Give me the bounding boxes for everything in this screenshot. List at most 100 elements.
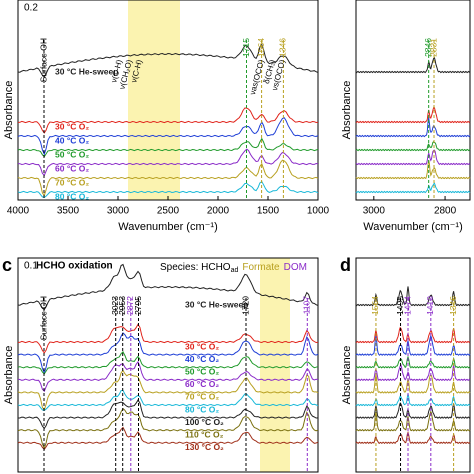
spectrum-curve <box>355 149 471 166</box>
annotation-label: 1564 <box>256 38 266 57</box>
spectrum-curve <box>17 332 319 375</box>
x-tick-label: 2000 <box>207 206 230 217</box>
series-label: 70 °C O₂ <box>55 177 89 187</box>
annotation-label: 3023 <box>110 296 120 315</box>
series-label: 40 °C O₂ <box>55 135 89 145</box>
spectrum-curve <box>355 393 471 407</box>
annotation-label: 2795 <box>133 296 143 315</box>
spectrum-curve <box>355 106 471 124</box>
spectrum-curve <box>17 180 319 198</box>
spectrum-curve <box>17 369 319 412</box>
series-label: 60 °C O₂ <box>185 379 219 389</box>
spectrum-curve <box>17 407 319 450</box>
annotation-label: 2872 <box>125 296 135 315</box>
x-tick-label: 3500 <box>57 206 80 217</box>
spectrum-curve <box>17 263 319 311</box>
plot-frame <box>355 0 471 201</box>
x-tick-label: 3000 <box>363 206 386 217</box>
highlight-band <box>128 0 180 200</box>
annotation-label: 2831 <box>428 38 438 57</box>
spectrum-curve <box>355 334 471 356</box>
panel-letter: c <box>2 255 12 275</box>
annotation-label: 1720 <box>240 296 250 315</box>
y-axis-label: Absorbance <box>3 346 15 405</box>
series-label: 130 °C O₂ <box>185 442 224 452</box>
series-label: 70 °C O₂ <box>185 392 219 402</box>
x-tick-label: 3000 <box>107 206 130 217</box>
spectrum-curve <box>17 43 319 78</box>
x-tick-label: 2800 <box>434 206 457 217</box>
species-prefix: Species: HCHO <box>160 262 231 273</box>
x-tick-label: 1000 <box>307 206 330 217</box>
scale-label: 0.2 <box>24 3 38 14</box>
series-label: 50 °C O₂ <box>185 366 219 376</box>
y-axis-label: Absorbance <box>341 346 353 405</box>
spectrum-curve <box>355 410 471 432</box>
spectrum-curve <box>356 402 471 419</box>
annotation-label: Surface OH <box>38 38 48 82</box>
spectrum-curve <box>355 430 471 445</box>
spectrum-curve <box>17 148 319 177</box>
annotation-label: 1474 <box>402 296 412 315</box>
series-label: 30 °C O₂ <box>185 341 219 351</box>
x-tick-label: 1500 <box>257 206 280 217</box>
annotation-label: 1564 <box>370 296 380 315</box>
spectrum-curve <box>355 117 471 138</box>
spectrum-curve <box>17 137 319 158</box>
plot-frame <box>17 257 319 473</box>
spectrum-curve <box>17 389 319 411</box>
species-legend: Species: HCHOad Formate DOM <box>160 262 307 274</box>
species-dom: DOM <box>284 262 307 273</box>
annotation-label: 1410 <box>425 296 435 315</box>
spectrum-curve <box>355 364 471 382</box>
spectrum-curve <box>17 117 319 156</box>
scale-label: 0.1 <box>24 261 38 272</box>
spectrum-curve <box>17 350 319 375</box>
spectrum-curve <box>355 286 471 307</box>
panel-letter: d <box>340 255 351 275</box>
annotation-label: 1107 <box>302 296 312 315</box>
spectrum-curve <box>355 374 471 394</box>
annotation-label: 1495 <box>395 296 405 315</box>
annotation-label: 2846 <box>423 38 433 57</box>
species-formate: Formate <box>242 262 280 273</box>
spectrum-curve <box>17 426 319 451</box>
species-subscript: ad <box>231 267 239 274</box>
annotation-label: Surface OH <box>38 296 48 340</box>
series-label: 30 °C O₂ <box>55 121 89 131</box>
x-tick-label: 4000 <box>7 206 30 217</box>
spectrum-curve <box>355 160 471 180</box>
spectrum-curve <box>355 355 471 369</box>
spectrum-curve <box>17 360 319 393</box>
series-label: 80 °C O₂ <box>55 191 89 201</box>
spectrum-curve <box>355 182 471 194</box>
y-axis-label: Absorbance <box>3 81 15 140</box>
series-label: 30 °C He-sweep <box>55 66 118 76</box>
series-label: 100 °C O₂ <box>185 417 224 427</box>
annotation-label: 1715 <box>241 38 251 57</box>
series-label: 110 °C O₂ <box>185 429 224 439</box>
series-label: 30 °C He-sweep <box>185 299 248 309</box>
series-label: 60 °C O₂ <box>55 163 89 173</box>
x-axis-label: Wavenumber (cm⁻¹) <box>118 221 218 233</box>
spectrum-curve <box>355 326 471 344</box>
spectrum-curve <box>17 159 319 197</box>
x-axis-label: Wavenumber (cm⁻¹) <box>363 221 463 233</box>
annotation-label: 1346 <box>448 296 458 315</box>
highlight-band <box>260 258 290 472</box>
spectrum-curve <box>355 140 471 152</box>
series-label: 40 °C O₂ <box>185 354 219 364</box>
plot-frame <box>355 257 471 473</box>
series-label: 80 °C O₂ <box>185 404 219 414</box>
spectrum-curve <box>18 399 319 430</box>
spectrum-curve <box>355 56 471 74</box>
annotation-label: 2953 <box>117 296 127 315</box>
x-tick-label: 2500 <box>157 206 180 217</box>
spectrum-curve <box>17 107 319 134</box>
series-label: 50 °C O₂ <box>55 149 89 159</box>
y-axis-label: Absorbance <box>341 81 353 140</box>
spectrum-curve <box>17 323 319 354</box>
annotation-label: 1346 <box>278 38 288 57</box>
panel-title: HCHO oxidation <box>36 261 113 272</box>
